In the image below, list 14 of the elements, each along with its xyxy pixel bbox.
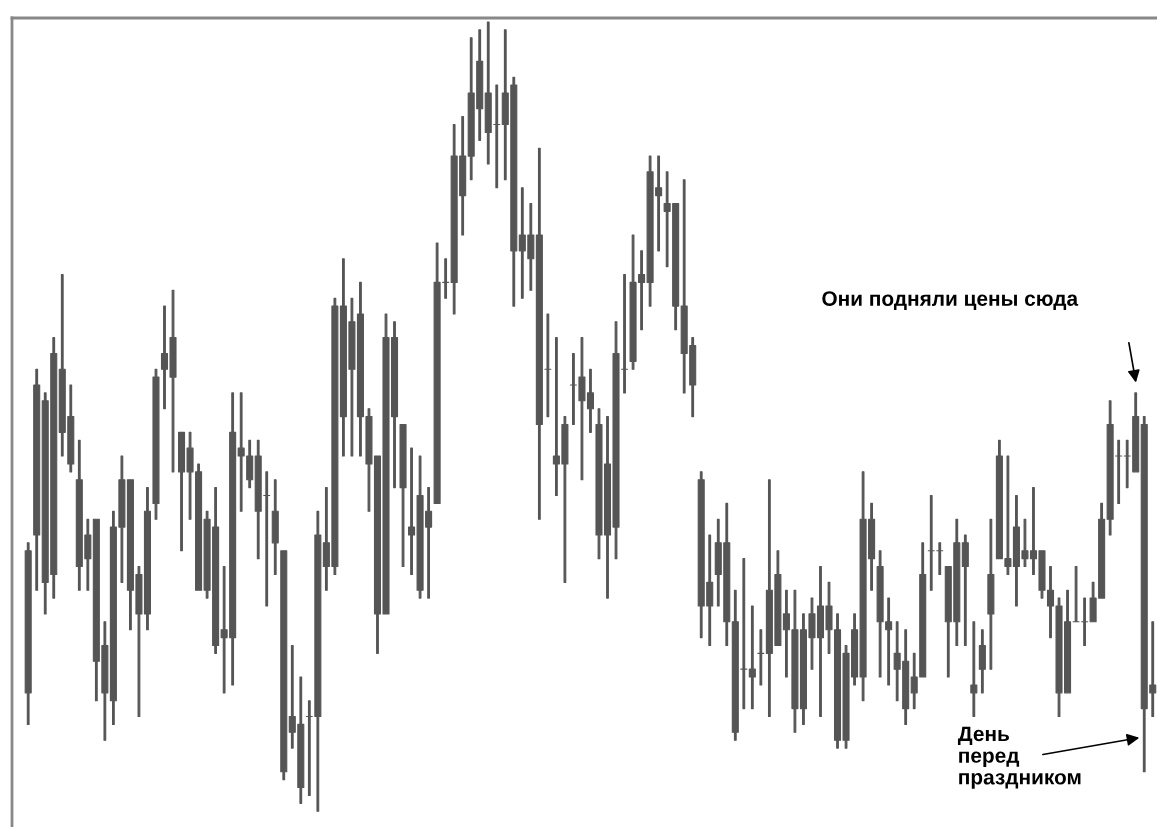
candlestick (970, 621, 978, 718)
annotation: Они подняли цены сюда (822, 291, 1079, 310)
candlestick (748, 605, 756, 710)
annotation: День перед праздником (957, 726, 1081, 789)
candlestick (271, 479, 279, 575)
candlestick (24, 542, 32, 725)
candlestick (280, 550, 288, 781)
candlestick (961, 534, 969, 647)
candlestick (33, 368, 41, 591)
candlestick (152, 368, 160, 520)
candlestick (978, 629, 986, 694)
candlestick (757, 629, 765, 686)
candlestick (987, 518, 995, 670)
candlestick (399, 423, 407, 568)
